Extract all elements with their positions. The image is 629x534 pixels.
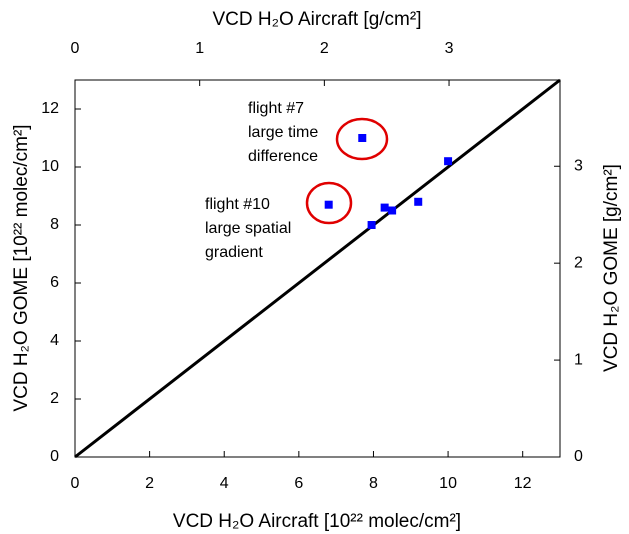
y2-tick-label: 0 <box>574 448 583 465</box>
annotation: large spatial <box>205 220 291 237</box>
point <box>388 206 397 215</box>
highlight-circle <box>335 117 389 161</box>
x-axis-label: VCD H₂O Aircraft [10²² molec/cm²] <box>173 511 461 532</box>
point <box>414 197 423 206</box>
x2-axis-label: VCD H₂O Aircraft [g/cm²] <box>212 9 421 30</box>
y-tick-label: 0 <box>50 448 59 465</box>
y-tick-label: 4 <box>50 332 59 349</box>
y-tick-label: 6 <box>50 274 59 291</box>
y2-tick-label: 1 <box>574 351 583 368</box>
y-axis-label: VCD H₂O GOME [10²² molec/cm²] <box>11 124 32 411</box>
point <box>444 157 453 166</box>
x-tick-label: 8 <box>369 475 378 492</box>
x-tick-label: 10 <box>439 475 457 492</box>
x2-tick-label: 2 <box>320 40 329 57</box>
x-tick-label: 4 <box>220 475 229 492</box>
x2-tick-label: 3 <box>445 40 454 57</box>
annotation: difference <box>248 148 318 165</box>
y2-axis-label: VCD H₂O GOME [g/cm²] <box>601 164 622 372</box>
y-tick-label: 12 <box>41 100 59 117</box>
y-tick-label: 10 <box>41 158 59 175</box>
x-tick-label: 6 <box>294 475 303 492</box>
point <box>367 221 376 229</box>
y2-tick-label: 3 <box>574 157 583 174</box>
x2-tick-label: 1 <box>195 40 204 57</box>
point <box>358 134 367 142</box>
highlight-circle <box>305 181 353 225</box>
y-tick-label: 8 <box>50 216 59 233</box>
x2-tick-label: 0 <box>71 40 80 57</box>
y2-tick-label: 2 <box>574 254 583 271</box>
y-tick-label: 2 <box>50 390 59 407</box>
annotation: large time <box>248 124 318 141</box>
annotation: flight #7 <box>248 100 304 117</box>
point <box>380 203 389 212</box>
x-tick-label: 12 <box>514 475 532 492</box>
x-tick-label: 0 <box>71 475 80 492</box>
annotation: gradient <box>205 244 263 261</box>
plot-frame <box>74 79 561 458</box>
x-tick-label: 2 <box>145 475 154 492</box>
one-to-one-line <box>74 78 561 459</box>
annotation: flight #10 <box>205 196 270 213</box>
point <box>324 200 333 209</box>
